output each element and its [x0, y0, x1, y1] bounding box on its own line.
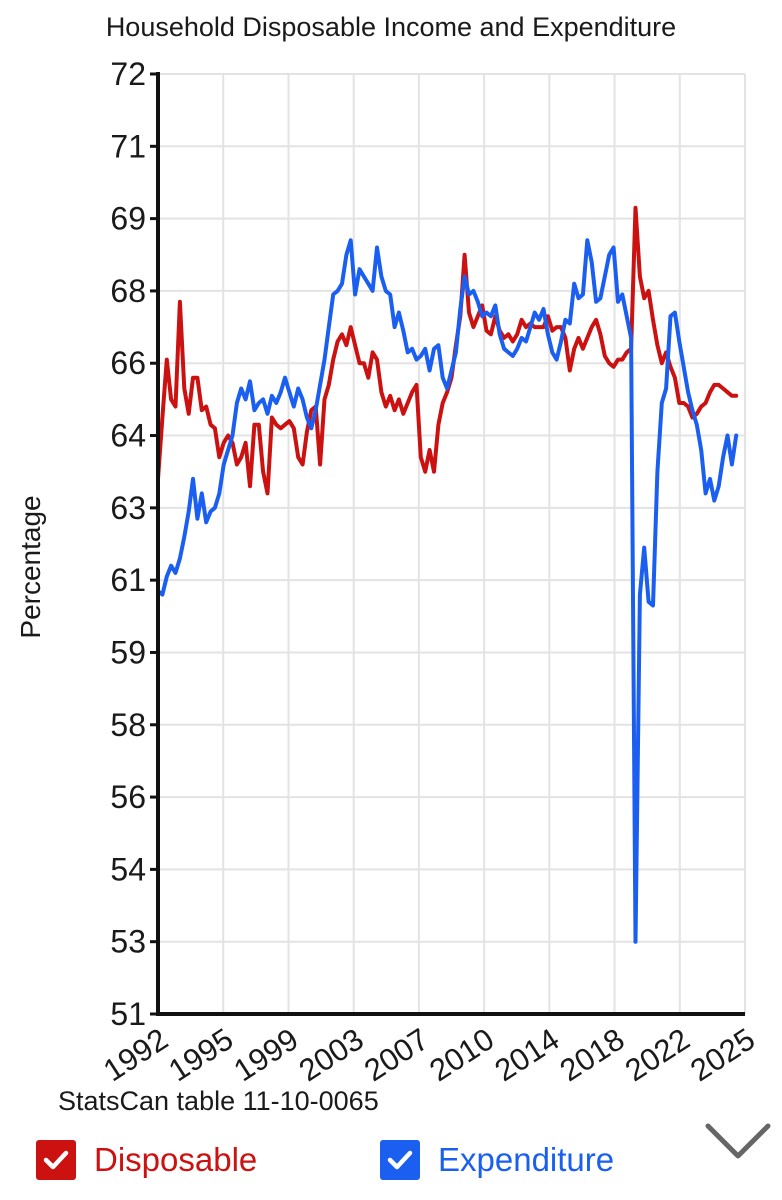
y-tick-label: 71 — [110, 128, 146, 164]
y-tick-label: 61 — [110, 562, 146, 598]
x-tick-label: 2003 — [293, 1021, 370, 1088]
y-tick-label: 54 — [110, 851, 146, 887]
y-tick-label: 53 — [110, 924, 146, 960]
legend-label: Expenditure — [438, 1141, 615, 1178]
source-note: StatsCan table 11-10-0065 — [58, 1086, 379, 1116]
grid — [150, 72, 746, 1016]
y-tick-label: 69 — [110, 201, 146, 237]
x-tick-label: 1999 — [228, 1021, 305, 1088]
legend-toggle-disposable[interactable]: Disposable — [36, 1138, 257, 1182]
x-tick-label: 2014 — [488, 1021, 565, 1088]
x-tick-label: 2010 — [423, 1021, 500, 1088]
y-tick-label: 63 — [110, 490, 146, 526]
series-line-disposable — [156, 205, 739, 496]
y-axis-label: Percentage — [15, 495, 46, 638]
chart-title: Household Disposable Income and Expendit… — [105, 12, 677, 42]
axes — [156, 72, 745, 1016]
legend-toggle-expenditure[interactable]: Expenditure — [380, 1138, 614, 1182]
y-tick-label: 72 — [110, 56, 146, 92]
series-lines — [156, 205, 739, 944]
y-tick-label: 59 — [110, 634, 146, 670]
y-tick-label: 58 — [110, 707, 146, 743]
series-line-expenditure — [156, 238, 739, 944]
checkbox-checked-icon[interactable] — [36, 1140, 76, 1180]
y-tick-label: 66 — [110, 345, 146, 381]
x-tick-label: 2007 — [358, 1021, 435, 1088]
y-tick-label: 51 — [110, 996, 146, 1032]
y-tick-labels: 72 71 69 68 66 64 63 61 59 58 56 54 53 51 — [110, 56, 146, 1032]
checkbox-checked-icon[interactable] — [380, 1140, 420, 1180]
y-tick-label: 56 — [110, 779, 146, 815]
x-tick-label: 2022 — [619, 1021, 696, 1088]
x-tick-label: 1995 — [162, 1021, 239, 1088]
y-tick-label: 68 — [110, 273, 146, 309]
x-tick-label: 2018 — [554, 1021, 631, 1088]
legend-label: Disposable — [94, 1141, 258, 1178]
y-tick-label: 64 — [110, 418, 146, 454]
x-tick-label: 2025 — [684, 1021, 761, 1088]
chevron-down-icon[interactable] — [704, 1120, 772, 1164]
line-chart: 72 71 69 68 66 64 63 61 59 58 56 54 53 51 19921995199… — [15, 56, 761, 1088]
